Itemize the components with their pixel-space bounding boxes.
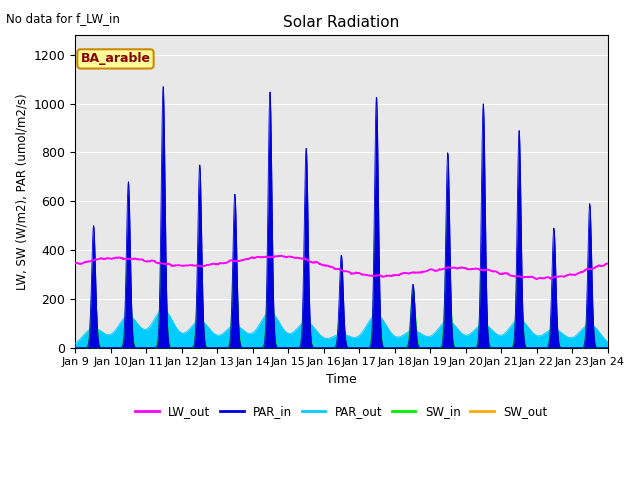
- X-axis label: Time: Time: [326, 373, 356, 386]
- Y-axis label: LW, SW (W/m2), PAR (umol/m2/s): LW, SW (W/m2), PAR (umol/m2/s): [15, 93, 28, 290]
- Legend: LW_out, PAR_in, PAR_out, SW_in, SW_out: LW_out, PAR_in, PAR_out, SW_in, SW_out: [131, 400, 552, 423]
- Text: No data for f_LW_in: No data for f_LW_in: [6, 12, 120, 25]
- Title: Solar Radiation: Solar Radiation: [284, 15, 399, 30]
- Text: BA_arable: BA_arable: [81, 52, 150, 65]
